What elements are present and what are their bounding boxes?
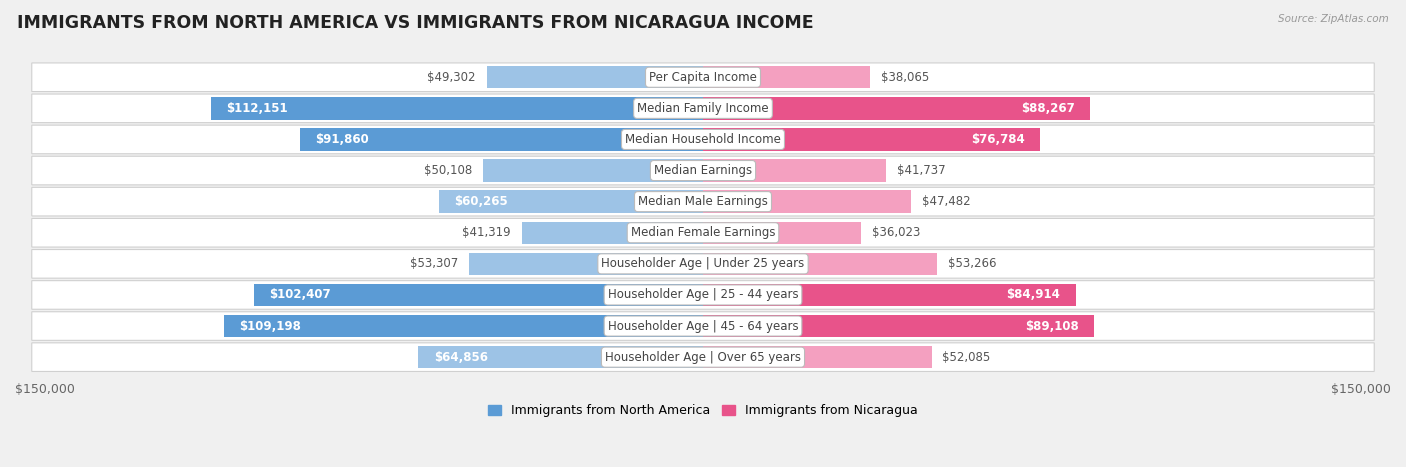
FancyBboxPatch shape (32, 312, 1374, 340)
FancyBboxPatch shape (32, 63, 1374, 92)
Text: $49,302: $49,302 (427, 71, 475, 84)
Text: $47,482: $47,482 (922, 195, 972, 208)
Bar (703, 253, 936, 275)
Text: Householder Age | Under 25 years: Householder Age | Under 25 years (602, 257, 804, 270)
Bar (224, 315, 703, 337)
Text: $102,407: $102,407 (269, 289, 330, 302)
Text: Median Male Earnings: Median Male Earnings (638, 195, 768, 208)
Text: Householder Age | Over 65 years: Householder Age | Over 65 years (605, 351, 801, 364)
Text: Source: ZipAtlas.com: Source: ZipAtlas.com (1278, 14, 1389, 24)
Bar (211, 97, 703, 120)
FancyBboxPatch shape (32, 281, 1374, 309)
FancyBboxPatch shape (32, 219, 1374, 247)
Bar (299, 128, 703, 151)
Text: $53,266: $53,266 (948, 257, 995, 270)
Bar (703, 221, 860, 244)
Bar (703, 128, 1040, 151)
Text: $36,023: $36,023 (872, 226, 921, 239)
FancyBboxPatch shape (32, 343, 1374, 371)
Bar (703, 159, 886, 182)
Text: $52,085: $52,085 (942, 351, 991, 364)
Text: Per Capita Income: Per Capita Income (650, 71, 756, 84)
Text: Median Female Earnings: Median Female Earnings (631, 226, 775, 239)
Bar (439, 191, 703, 213)
Text: Householder Age | 45 - 64 years: Householder Age | 45 - 64 years (607, 319, 799, 333)
Text: $38,065: $38,065 (882, 71, 929, 84)
Text: $41,737: $41,737 (897, 164, 946, 177)
Bar (703, 284, 1076, 306)
Bar (703, 191, 911, 213)
Bar (486, 66, 703, 88)
Text: $60,265: $60,265 (454, 195, 508, 208)
Text: $89,108: $89,108 (1025, 319, 1078, 333)
Text: $112,151: $112,151 (226, 102, 288, 115)
FancyBboxPatch shape (32, 94, 1374, 123)
FancyBboxPatch shape (32, 187, 1374, 216)
Text: $76,784: $76,784 (970, 133, 1025, 146)
Text: $53,307: $53,307 (411, 257, 458, 270)
Bar (470, 253, 703, 275)
Text: Median Earnings: Median Earnings (654, 164, 752, 177)
Bar (253, 284, 703, 306)
Bar (419, 346, 703, 368)
Text: Householder Age | 25 - 44 years: Householder Age | 25 - 44 years (607, 289, 799, 302)
FancyBboxPatch shape (32, 156, 1374, 185)
Bar (522, 221, 703, 244)
Text: $84,914: $84,914 (1007, 289, 1060, 302)
FancyBboxPatch shape (32, 125, 1374, 154)
Text: $50,108: $50,108 (425, 164, 472, 177)
Text: $109,198: $109,198 (239, 319, 301, 333)
Bar (484, 159, 703, 182)
Text: Median Family Income: Median Family Income (637, 102, 769, 115)
Text: $88,267: $88,267 (1021, 102, 1074, 115)
Text: $91,860: $91,860 (315, 133, 370, 146)
Bar (703, 97, 1090, 120)
Bar (703, 346, 932, 368)
Text: $64,856: $64,856 (434, 351, 488, 364)
Text: IMMIGRANTS FROM NORTH AMERICA VS IMMIGRANTS FROM NICARAGUA INCOME: IMMIGRANTS FROM NORTH AMERICA VS IMMIGRA… (17, 14, 814, 32)
Legend: Immigrants from North America, Immigrants from Nicaragua: Immigrants from North America, Immigrant… (484, 399, 922, 422)
FancyBboxPatch shape (32, 249, 1374, 278)
Text: $41,319: $41,319 (463, 226, 510, 239)
Bar (703, 315, 1094, 337)
Text: Median Household Income: Median Household Income (626, 133, 780, 146)
Bar (703, 66, 870, 88)
